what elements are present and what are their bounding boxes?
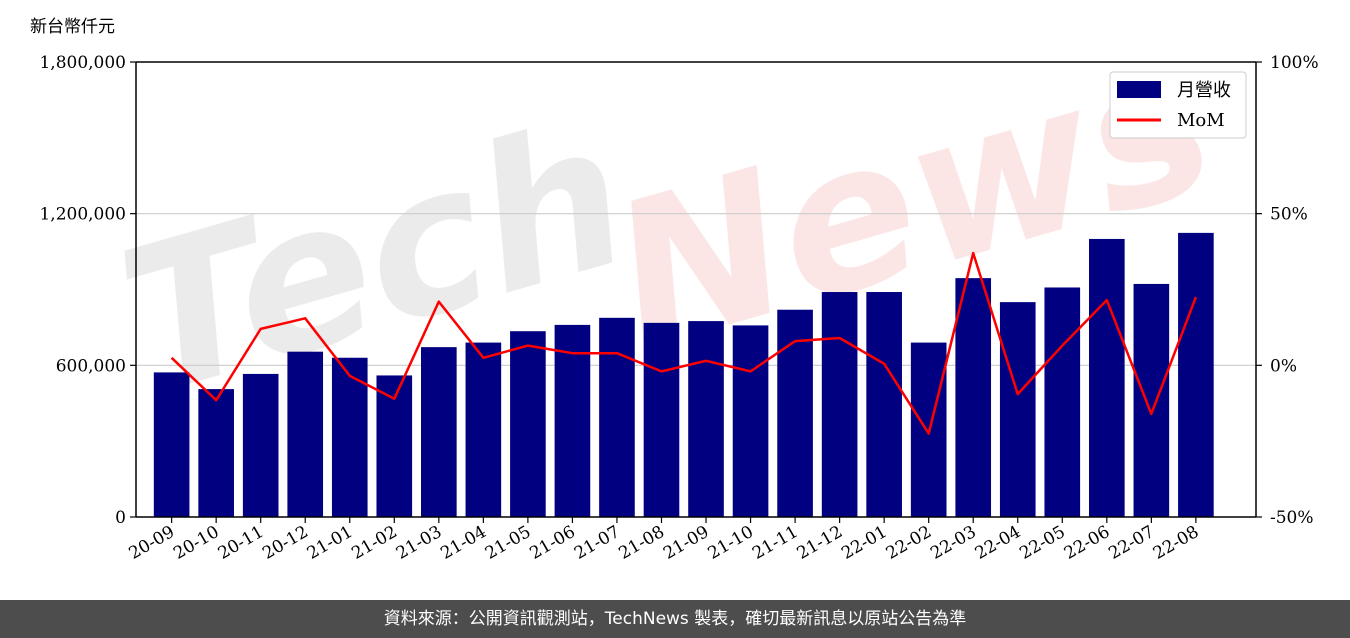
x-tick-label: 21-06	[526, 522, 578, 564]
y-right-tick-label: 100%	[1270, 53, 1319, 73]
revenue-bar-20-10	[198, 389, 234, 517]
x-tick-label: 21-04	[437, 522, 489, 564]
x-tick-label: 21-02	[348, 522, 400, 564]
x-tick-label: 22-06	[1061, 522, 1113, 564]
revenue-bar-22-05	[1044, 287, 1081, 517]
revenue-bar-21-09	[688, 321, 724, 517]
x-tick-label: 22-04	[972, 522, 1024, 564]
legend-label-mom: MoM	[1177, 110, 1225, 131]
x-tick-label: 21-11	[749, 522, 801, 564]
y-right-tick-label: -50%	[1270, 508, 1314, 528]
x-tick-label: 22-02	[883, 522, 935, 564]
x-tick-label: 21-05	[482, 522, 534, 564]
y-axis-unit-label: 新台幣仟元	[30, 17, 115, 37]
revenue-bar-21-01	[331, 357, 368, 517]
x-tick-label: 21-03	[393, 522, 445, 564]
revenue-bar-20-11	[242, 373, 279, 517]
x-tick-label: 21-10	[705, 522, 757, 564]
legend-swatch-bar	[1117, 81, 1161, 98]
mom-line-layer	[170, 251, 1198, 435]
revenue-bar-21-11	[777, 309, 813, 517]
x-tick-label: 20-12	[259, 522, 311, 564]
revenue-bar-20-12	[287, 351, 324, 517]
revenue-bar-20-09	[153, 372, 190, 517]
revenue-bar-21-07	[599, 317, 635, 517]
y-right-tick-label: 0%	[1270, 356, 1297, 376]
revenue-bars	[153, 232, 1214, 517]
x-tick-label: 22-08	[1150, 522, 1202, 564]
revenue-bar-21-03	[421, 347, 457, 517]
legend: 月營收 MoM	[1109, 71, 1247, 139]
revenue-bar-21-12	[821, 292, 858, 517]
revenue-bar-22-06	[1089, 238, 1125, 517]
x-tick-label: 21-07	[571, 522, 623, 564]
revenue-bar-22-08	[1178, 232, 1214, 517]
revenue-bar-22-01	[866, 292, 902, 517]
revenue-bar-21-06	[554, 324, 591, 517]
x-tick-label: 21-09	[660, 522, 712, 564]
x-tick-label: 22-01	[838, 522, 890, 564]
y-left-tick-label: 0	[115, 508, 126, 528]
x-tick-label: 21-01	[304, 522, 356, 564]
x-tick-label: 21-08	[616, 522, 668, 564]
y-left-tick-label: 1,800,000	[39, 53, 126, 73]
x-tick-label: 20-10	[170, 522, 222, 564]
x-tick-label: 22-03	[927, 522, 979, 564]
x-tick-label: 21-12	[794, 522, 846, 564]
legend-label-revenue: 月營收	[1177, 80, 1231, 101]
revenue-bar-22-07	[1133, 283, 1170, 517]
revenue-bar-21-05	[510, 331, 546, 517]
x-tick-label: 22-05	[1016, 522, 1068, 564]
x-tick-label: 20-09	[126, 522, 178, 564]
mom-line	[170, 251, 1198, 435]
revenue-bar-21-10	[732, 325, 769, 517]
y-right-tick-label: 50%	[1270, 205, 1308, 225]
revenue-bar-21-04	[465, 342, 502, 517]
y-left-tick-label: 600,000	[56, 356, 126, 376]
x-tick-label: 22-07	[1105, 522, 1157, 564]
chart-area: Tech News 0 600,000 1,200,000 1,800,000 -50%…	[30, 5, 1319, 564]
revenue-bar-22-03	[955, 278, 992, 517]
source-footer: 資料來源：公開資訊觀測站，TechNews 製表，確切最新訊息以原站公告為準	[0, 600, 1350, 638]
revenue-bar-21-08	[643, 322, 680, 517]
y-left-tick-label: 1,200,000	[39, 205, 126, 225]
revenue-bar-22-04	[999, 302, 1036, 517]
x-tick-label: 20-11	[215, 522, 267, 564]
revenue-chart: Tech News 0600,0001,200,0001,800,000-50%…	[30, 5, 1319, 564]
axes	[130, 61, 1262, 523]
